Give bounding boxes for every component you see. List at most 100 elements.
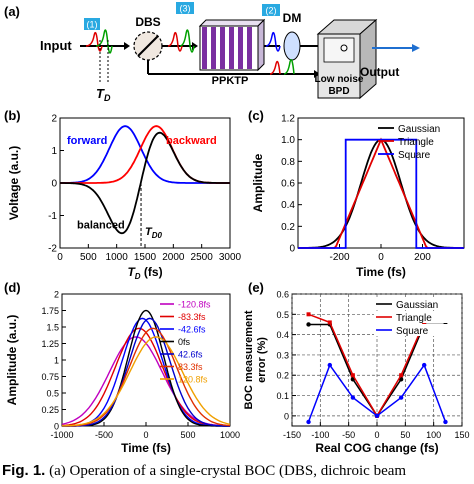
x-tick-label: 0 <box>143 430 148 440</box>
panel-label: (e) <box>248 280 264 295</box>
badge-1-box <box>84 18 100 30</box>
y-tick-label: 0 <box>54 422 59 432</box>
x-axis-label: Real COG change (fs) <box>315 441 438 455</box>
legend-label: Square <box>396 326 429 337</box>
y-tick-label: 1.75 <box>41 306 59 316</box>
x-tick-label: -200 <box>329 252 349 263</box>
data-point <box>327 320 332 325</box>
data-point <box>306 312 311 317</box>
y-tick-label: 0.4 <box>276 330 289 340</box>
y-tick-label: 0.2 <box>276 371 289 381</box>
output-label: Output <box>360 65 399 79</box>
legend-backward: backward <box>166 135 217 147</box>
x-tick-label: 500 <box>80 252 97 263</box>
y-tick-label: 0.6 <box>276 290 289 300</box>
y-tick-label: 1.0 <box>281 135 295 146</box>
panel-e: (e) -150 -100 -50 0 50 100 150 0 0.1 0.2 0.3 0.4 0.5 0… <box>243 280 470 455</box>
y-axis-label-line2: error (%) <box>256 337 268 383</box>
series-curve <box>62 336 231 427</box>
data-point <box>350 373 355 378</box>
x-tick-label: -150 <box>283 430 301 440</box>
output-arrowhead <box>412 44 420 52</box>
legend-label: Triangle <box>396 313 432 324</box>
panel-d: (d) -1000 -500 0 500 1000 0 0.25 0.5 0.75 1 1.25 1.5… <box>4 280 240 455</box>
input-pulse-green <box>95 29 113 54</box>
x-tick-label: -1000 <box>50 430 73 440</box>
badge-1: (1) <box>87 20 98 30</box>
x-tick-label: 150 <box>454 430 469 440</box>
figure: (a) Input TD (1) DBS (3) <box>4 2 470 455</box>
dm-element <box>283 31 301 61</box>
data-point <box>399 373 404 378</box>
badge-2-box <box>262 4 280 16</box>
data-point <box>398 395 404 400</box>
series-forward <box>60 125 230 184</box>
pulse-lower-red <box>269 60 281 75</box>
td0-label: TD0 <box>145 226 163 240</box>
x-tick-label: 1000 <box>106 252 129 263</box>
y-axis-label: Amplitude <box>251 153 265 212</box>
legend-bg <box>374 324 460 336</box>
pulse-lower-green <box>283 59 295 75</box>
legend-label: Gaussian <box>396 300 438 311</box>
x-tick-label: 0 <box>378 252 384 263</box>
data-point <box>327 362 332 368</box>
x-tick-label: -50 <box>342 430 355 440</box>
legend-label: -83.3fs <box>178 312 206 322</box>
x-tick-label: -100 <box>311 430 329 440</box>
x-tick-label: 100 <box>426 430 441 440</box>
series-balanced <box>60 131 230 235</box>
data-point <box>443 419 448 425</box>
x-axis-label: TD (fs) <box>127 265 162 281</box>
y-tick-label: 0.3 <box>276 350 289 360</box>
legend-label: -120.8fs <box>178 300 211 310</box>
legend-label: Triangle <box>398 137 434 148</box>
series-triangle <box>298 137 464 249</box>
bpd-label-1: Low noise <box>315 74 364 85</box>
x-tick-label: 2500 <box>191 252 214 263</box>
y-tick-label: 0 <box>284 411 289 421</box>
pulse-3-b <box>179 29 195 53</box>
x-tick-label: 0 <box>374 430 379 440</box>
beam-arrow-2 <box>314 70 320 78</box>
y-tick-label: 0.2 <box>281 222 295 233</box>
y-tick-label: 1.5 <box>46 323 59 333</box>
data-point <box>306 322 311 327</box>
x-axis-label: Time (fs) <box>356 265 406 279</box>
y-tick-label: 1.25 <box>41 339 59 349</box>
data-point <box>422 362 427 368</box>
figure-caption: Fig. 1. (a) Operation of a single-crysta… <box>2 462 474 484</box>
y-tick-label: 1 <box>51 146 57 157</box>
ppktp-label: PPKTP <box>212 75 249 87</box>
input-label: Input <box>40 38 72 53</box>
y-tick-label: 2 <box>51 114 57 125</box>
x-tick-label: 1500 <box>134 252 157 263</box>
ppktp-crystal <box>198 18 266 72</box>
legend-bg <box>374 311 460 323</box>
legend-label: -42.6fs <box>178 325 206 335</box>
legend-label: Gaussian <box>398 124 440 135</box>
y-tick-label: 0.8 <box>281 157 295 168</box>
legend-label: 120.8fs <box>178 375 208 385</box>
bpd-box <box>316 18 378 100</box>
badge-2: (2) <box>266 6 277 16</box>
badge-3: (3) <box>180 4 191 14</box>
series-curve <box>62 317 231 427</box>
y-tick-label: 0.6 <box>281 179 295 190</box>
x-tick-label: 1000 <box>220 430 240 440</box>
legend-bg <box>374 298 460 310</box>
input-pulse-red <box>85 31 103 52</box>
x-tick-label: 0 <box>57 252 63 263</box>
legend-label: 0fs <box>178 337 191 347</box>
y-tick-label: 0.5 <box>276 310 289 320</box>
data-point <box>374 413 380 419</box>
y-axis-label-line1: BOC measurement <box>243 310 255 409</box>
panel-label: (d) <box>4 280 21 295</box>
panel-label: (c) <box>248 108 264 123</box>
data-point <box>350 395 356 400</box>
y-tick-label: 2 <box>54 290 59 300</box>
legend-forward: forward <box>67 135 107 147</box>
panel-a-label: (a) <box>4 4 20 19</box>
series-curve <box>62 327 231 427</box>
x-axis-label: Time (fs) <box>121 441 171 455</box>
